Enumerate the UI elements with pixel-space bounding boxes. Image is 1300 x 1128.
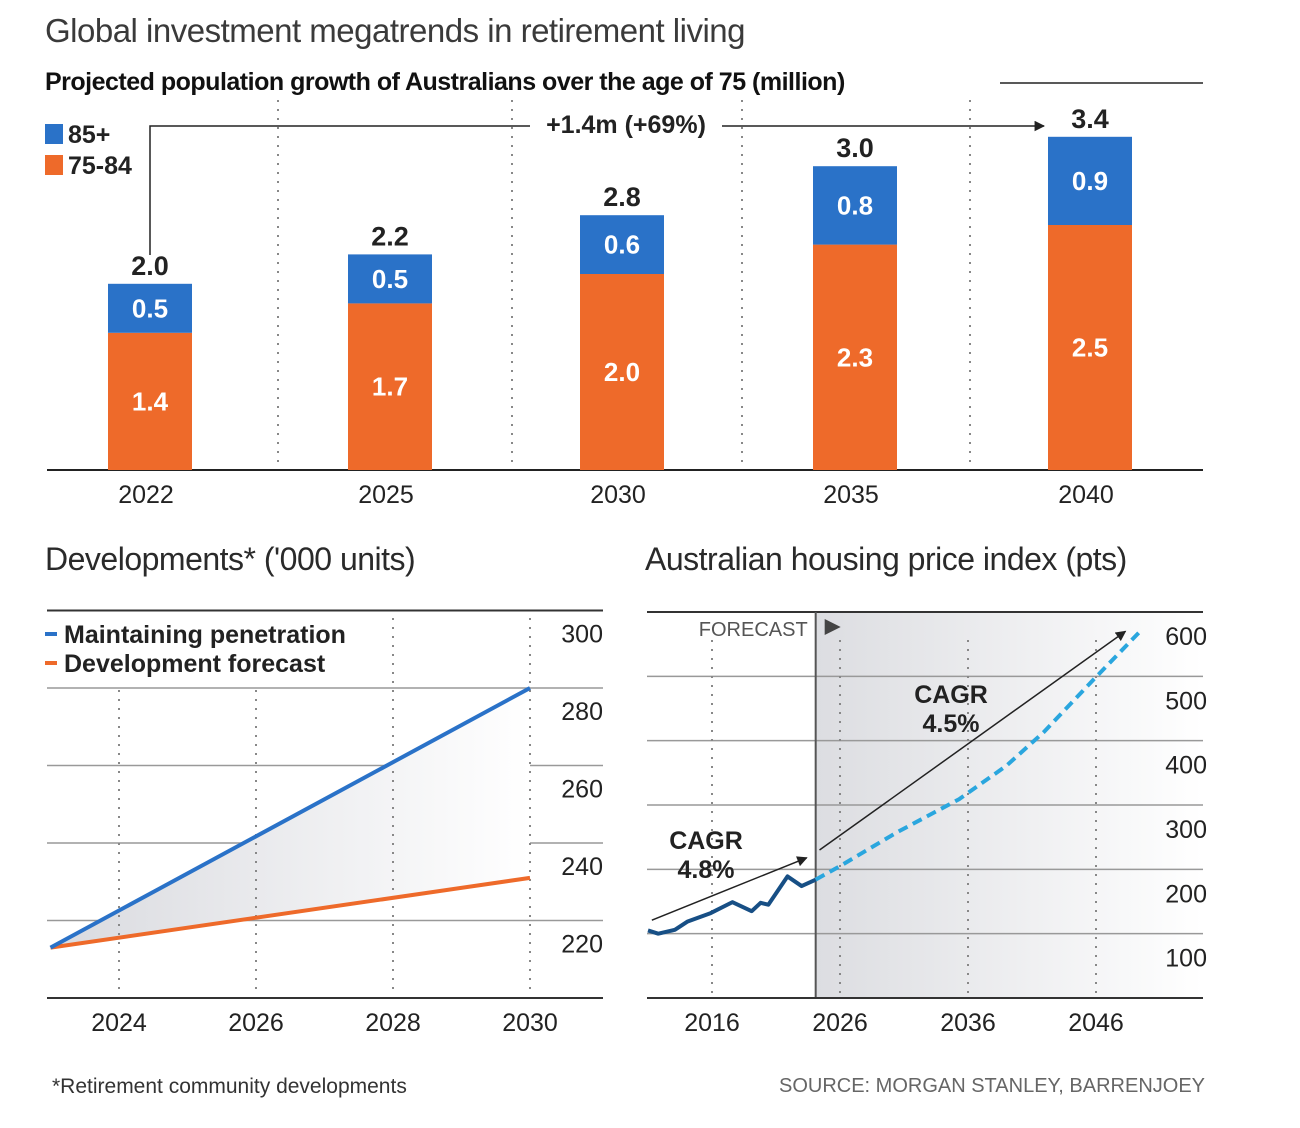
growth-annotation: +1.4m (+69%)	[546, 111, 706, 139]
bar-75-84	[580, 274, 664, 470]
x-tick-label: 2026	[812, 1009, 868, 1037]
x-tick-label: 2040	[1058, 481, 1114, 509]
segment-label-75-84: 2.5	[1072, 333, 1108, 363]
bar-chart: 1.4 0.5 2.0 2022 1.7 0.5 2.2 2025 2.0 0.6 2.8 2030 2…	[45, 100, 1203, 509]
cagr-value-historic: 4.8%	[678, 856, 735, 884]
bar-85plus	[813, 166, 897, 245]
total-label: 2.8	[603, 182, 641, 212]
housing-index-chart: 2016 2026 2036 2046 600 500 400 300 200 100 FORECA…	[647, 611, 1207, 1037]
x-tick-label: 2030	[590, 481, 646, 509]
y-tick-label: 300	[561, 621, 603, 649]
x-tick-label: 2036	[940, 1009, 996, 1037]
segment-label-75-84: 2.0	[604, 357, 640, 387]
footnote: *Retirement community developments	[52, 1075, 407, 1098]
segment-label-85plus: 0.5	[372, 264, 408, 294]
y-tick-label: 220	[561, 931, 603, 959]
series-line-development-forecast	[50, 875, 531, 950]
bar-75-84	[1048, 225, 1132, 470]
forecast-triangle-icon	[824, 619, 841, 635]
bar-85plus	[108, 283, 192, 333]
segment-label-85plus: 0.6	[604, 230, 640, 260]
y-tick-label: 260	[561, 776, 603, 804]
x-tick-label: 2022	[118, 481, 174, 509]
cagr-arrow	[651, 856, 808, 921]
developments-chart: 2024 2026 2028 2030 300 280 260 240 220 Maintaini…	[45, 609, 603, 1037]
y-tick-label: 600	[1165, 623, 1207, 651]
x-tick-label: 2035	[823, 481, 879, 509]
housing-title: Australian housing price index (pts)	[645, 541, 1127, 577]
forecast-line	[814, 630, 1141, 882]
segment-label-75-84: 1.4	[132, 386, 169, 416]
legend-swatch-75-84	[45, 155, 63, 175]
y-tick-label: 100	[1165, 945, 1207, 973]
segment-label-85plus: 0.8	[837, 190, 873, 220]
series-line-maintaining-penetration	[49, 686, 531, 950]
x-tick-label: 2016	[684, 1009, 740, 1037]
legend-swatch-maintaining	[45, 632, 57, 636]
x-tick-label: 2026	[228, 1009, 284, 1037]
bar-85plus	[580, 215, 664, 274]
x-tick-label: 2025	[358, 481, 414, 509]
source: SOURCE: MORGAN STANLEY, BARRENJOEY	[779, 1075, 1205, 1097]
bar-75-84	[348, 303, 432, 470]
cagr-value-forecast: 4.5%	[923, 710, 980, 738]
total-label: 2.2	[371, 221, 409, 251]
developments-title: Developments* ('000 units)	[45, 541, 415, 577]
x-tick-label: 2030	[502, 1009, 558, 1037]
cagr-label-historic: CAGR	[669, 827, 743, 855]
total-label: 2.0	[131, 251, 169, 281]
cagr-arrow	[819, 630, 1127, 851]
x-tick-label: 2046	[1068, 1009, 1124, 1037]
bar-75-84	[813, 244, 897, 470]
history-line	[647, 874, 817, 936]
legend-label-85plus: 85+	[68, 121, 110, 149]
segment-label-85plus: 0.9	[1072, 166, 1108, 196]
legend-label-forecast: Development forecast	[64, 650, 326, 678]
legend-label-maintaining: Maintaining penetration	[64, 621, 346, 649]
legend-swatch-85plus	[45, 124, 63, 144]
y-tick-label: 200	[1165, 880, 1207, 908]
forecast-label: FORECAST	[699, 619, 808, 641]
segment-label-75-84: 1.7	[372, 372, 408, 402]
x-tick-label: 2024	[91, 1009, 147, 1037]
annotation-bracket	[149, 125, 530, 255]
bar-85plus	[348, 254, 432, 304]
bar-85plus	[1048, 136, 1132, 225]
segment-label-85plus: 0.5	[132, 293, 168, 323]
y-tick-label: 500	[1165, 687, 1207, 715]
y-tick-label: 240	[561, 853, 603, 881]
total-label: 3.4	[1071, 104, 1109, 134]
legend-label-75-84: 75-84	[68, 152, 132, 180]
y-tick-label: 280	[561, 698, 603, 726]
y-tick-label: 300	[1165, 816, 1207, 844]
legend-swatch-forecast	[45, 661, 57, 665]
x-tick-label: 2028	[365, 1009, 421, 1037]
bar-75-84	[108, 332, 192, 470]
segment-label-75-84: 2.3	[837, 342, 873, 372]
bar-chart-title: Projected population growth of Australia…	[45, 68, 845, 96]
main-title: Global investment megatrends in retireme…	[45, 12, 745, 49]
y-tick-label: 400	[1165, 752, 1207, 780]
total-label: 3.0	[836, 133, 874, 163]
cagr-label-forecast: CAGR	[914, 681, 988, 709]
